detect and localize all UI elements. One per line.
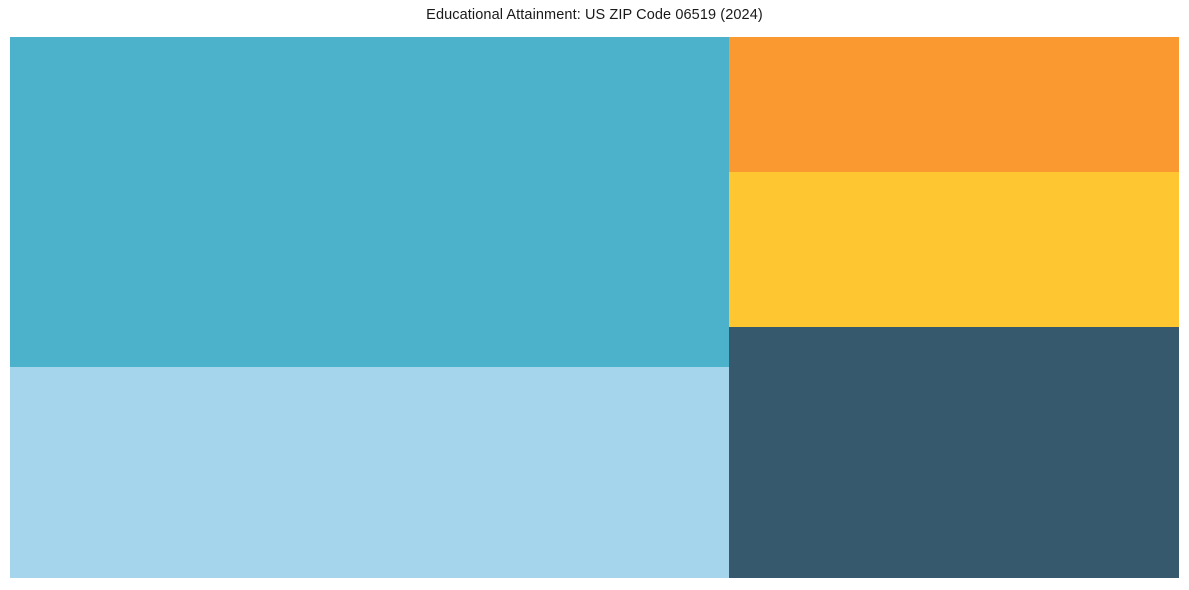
treemap-tile[interactable]: High school graduate or equivalent xyxy=(10,37,729,367)
treemap-tile[interactable]: Some college, no degree xyxy=(10,367,729,578)
treemap-tile[interactable]: Less than high school diploma xyxy=(729,327,1179,578)
treemap-tile[interactable]: Associate's degree xyxy=(729,172,1179,327)
page-title: Educational Attainment: US ZIP Code 0651… xyxy=(426,7,763,23)
treemap-plot-area: High school graduate or equivalent Some … xyxy=(10,37,1179,578)
treemap-tile[interactable]: Bachelor's degree xyxy=(729,37,1179,172)
